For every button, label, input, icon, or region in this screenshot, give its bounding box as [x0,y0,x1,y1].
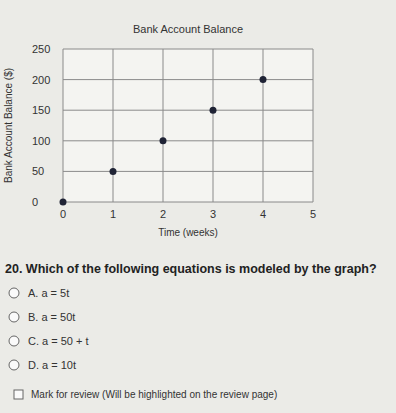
checkbox[interactable] [14,390,23,399]
grid-line [63,49,64,202]
grid-line [213,49,214,202]
radio[interactable] [9,360,19,370]
point [110,168,117,175]
radio[interactable] [9,288,19,298]
x-tick-label: 1 [110,208,116,220]
grid-line [263,49,264,202]
page: Bank Account Balance 0 50 100 150 200 250 0 1 2 3 4… [0,0,396,413]
y-tick-label: 100 [32,135,50,147]
option-text: D. a = 10t [28,359,76,371]
y-tick-label: 150 [32,104,50,116]
x-tick-label: 3 [210,208,216,220]
chart-title: Bank Account Balance [133,23,243,35]
point [210,107,217,114]
option-text: C. a = 50 + t [28,335,89,347]
point [60,199,67,206]
radio[interactable] [9,312,19,322]
points [60,76,267,205]
grid-line [313,49,314,202]
grid-line [63,140,313,141]
x-tick-label: 0 [60,208,66,220]
canvas: Bank Account Balance 0 50 100 150 200 250 0 1 2 3 4… [0,0,396,413]
grid-line [113,49,114,202]
point [160,137,167,144]
y-tick-label: 200 [32,74,50,86]
y-tick-label: 250 [32,43,50,55]
grid-line [63,79,313,80]
grid [63,49,313,202]
plot-area [63,49,313,202]
x-tick-label: 4 [260,208,266,220]
radio[interactable] [9,336,19,346]
grid-line [63,171,313,172]
review-label: Mark for review (Will be highlighted on … [31,389,277,400]
x-axis-label: Time (weeks) [158,227,218,238]
x-tick-label: 2 [160,208,166,220]
grid-line [63,49,313,50]
option-text: B. a = 50t [28,311,75,323]
grid-line [63,202,313,203]
option-text: A. a = 5t [28,287,69,299]
x-tick-label: 5 [310,208,316,220]
y-axis-label: Bank Account Balance ($) [3,68,14,183]
question-text: 20. Which of the following equations is … [5,262,377,276]
point [260,76,267,83]
y-tick-label: 50 [32,165,44,177]
grid-line [163,49,164,202]
y-tick-label: 0 [32,196,38,208]
grid-line [63,110,313,111]
